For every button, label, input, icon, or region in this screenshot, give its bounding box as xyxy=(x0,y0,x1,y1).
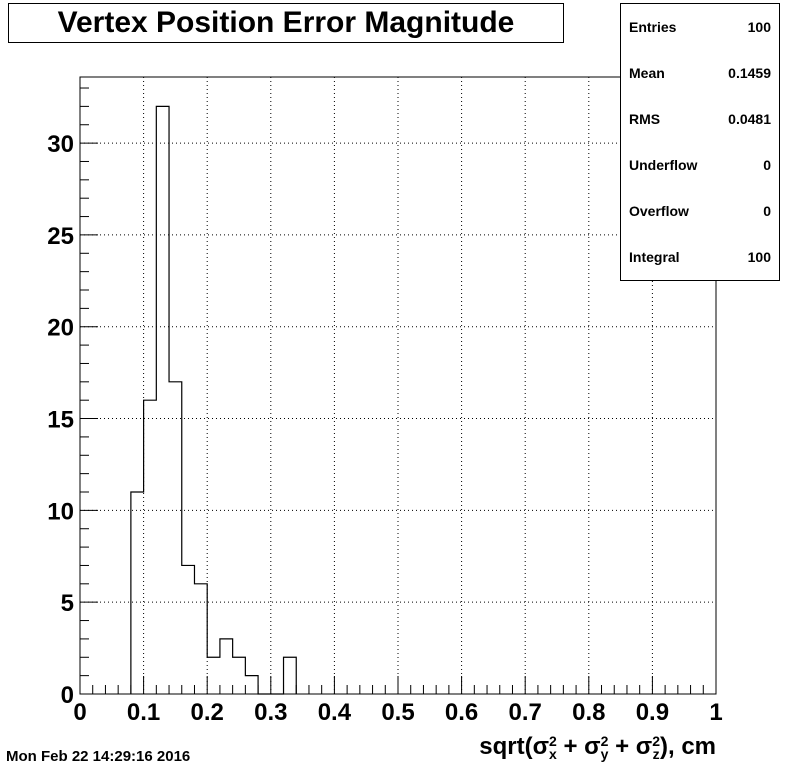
histogram-outline xyxy=(130,105,297,695)
y-tick-label: 10 xyxy=(47,498,74,525)
x-tick-label: 0.8 xyxy=(572,699,605,726)
histogram-bar xyxy=(245,676,258,694)
stats-label: Entries xyxy=(629,19,677,35)
tick-labels: 0 0.1 0.2 0.3 0.4 0.5 0.6 0.7 0.8 0.9 105101520253… xyxy=(47,131,722,726)
stats-label: RMS xyxy=(629,111,661,127)
histogram-bar xyxy=(194,584,207,694)
stats-label: Overflow xyxy=(629,203,689,219)
histogram-bar xyxy=(156,106,169,694)
stats-value: 0.1459 xyxy=(728,65,771,81)
stats-label: Integral xyxy=(629,249,680,265)
stats-value: 0.0481 xyxy=(728,111,771,127)
date-stamp: Mon Feb 22 14:29:16 2016 xyxy=(6,748,191,765)
x-tick-label: 0.5 xyxy=(381,699,414,726)
histogram-bars xyxy=(130,105,297,695)
stats-label: Mean xyxy=(629,65,665,81)
stats-value: 0 xyxy=(763,157,771,173)
y-tick-label: 5 xyxy=(61,590,74,617)
histogram-bar xyxy=(144,400,157,694)
histogram-bar xyxy=(220,639,233,694)
histogram-bar xyxy=(233,657,246,694)
grid-lines xyxy=(80,77,716,694)
histogram-bar xyxy=(207,657,220,694)
x-tick-label: 0.1 xyxy=(127,699,160,726)
stats-row-rms: RMS 0.0481 xyxy=(629,96,771,142)
y-tick-label: 30 xyxy=(47,131,74,158)
x-tick-label: 0.4 xyxy=(318,699,352,726)
y-tick-label: 0 xyxy=(61,682,74,709)
stats-label: Underflow xyxy=(629,157,698,173)
stats-row-integral: Integral 100 xyxy=(629,234,771,280)
stats-row-mean: Mean 0.1459 xyxy=(629,50,771,96)
stats-row-underflow: Underflow 0 xyxy=(629,142,771,188)
x-tick-label: 0.2 xyxy=(191,699,224,726)
histogram-bar xyxy=(131,492,144,694)
stats-row-entries: Entries 100 xyxy=(629,4,771,50)
x-tick-label: 1 xyxy=(709,699,722,726)
y-tick-label: 15 xyxy=(47,407,74,434)
stats-value: 100 xyxy=(747,19,771,35)
x-tick-label: 0.3 xyxy=(254,699,287,726)
stats-value: 0 xyxy=(763,203,771,219)
histogram-bar xyxy=(284,657,297,694)
x-tick-label: 0.7 xyxy=(509,699,542,726)
x-tick-label: 0 xyxy=(73,699,86,726)
axis-ticks xyxy=(79,87,717,695)
stats-box: Entries 100 Mean 0.1459 RMS 0.0481 Under… xyxy=(620,3,780,281)
chart-title: Vertex Position Error Magnitude xyxy=(8,3,564,43)
y-tick-label: 25 xyxy=(47,223,74,250)
histogram-bar xyxy=(182,565,195,694)
stats-row-overflow: Overflow 0 xyxy=(629,188,771,234)
stats-value: 100 xyxy=(747,249,771,265)
y-tick-label: 20 xyxy=(47,315,74,342)
x-tick-label: 0.6 xyxy=(445,699,478,726)
x-tick-label: 0.9 xyxy=(636,699,669,726)
histogram-bar xyxy=(169,382,182,694)
